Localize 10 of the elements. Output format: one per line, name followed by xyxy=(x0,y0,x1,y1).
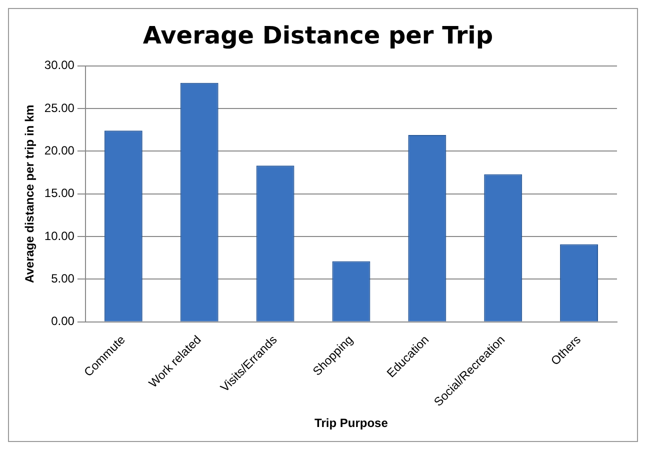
y-tick-label: 30.00 xyxy=(44,58,75,72)
y-tick-label: 25.00 xyxy=(44,100,75,115)
y-axis-title: Average distance per trip in km xyxy=(22,104,37,284)
y-tick-label: 0.00 xyxy=(51,314,75,328)
y-tick-label: 15.00 xyxy=(44,186,75,200)
x-axis-title: Trip Purpose xyxy=(314,416,388,430)
chart-title: Average Distance per Trip xyxy=(142,22,494,50)
y-tick-label: 5.00 xyxy=(51,272,75,286)
y-tick-label: 20.00 xyxy=(44,143,75,158)
y-tick-label: 10.00 xyxy=(44,228,75,243)
